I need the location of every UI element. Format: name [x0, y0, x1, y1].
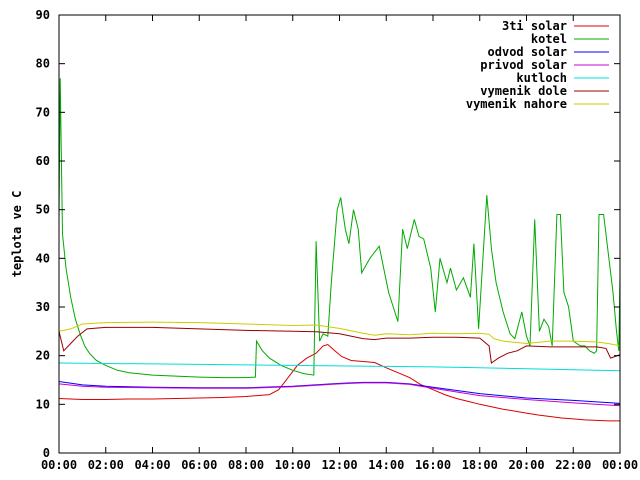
x-tick-label: 16:00 [415, 458, 451, 472]
x-tick-label: 00:00 [41, 458, 77, 472]
x-tick-label: 12:00 [321, 458, 357, 472]
y-tick-label: 20 [36, 349, 50, 363]
series-line-kotel [59, 78, 620, 379]
y-tick-label: 90 [36, 8, 50, 22]
legend-label: odvod solar [488, 45, 567, 59]
legend-label: kotel [531, 32, 567, 46]
legend-label: vymenik dole [480, 84, 567, 98]
legend-label: kutloch [516, 71, 567, 85]
legend-label: 3ti solar [502, 19, 567, 33]
x-tick-label: 20:00 [508, 458, 544, 472]
y-tick-label: 30 [36, 300, 50, 314]
y-tick-label: 10 [36, 397, 50, 411]
y-tick-label: 0 [43, 446, 50, 460]
series-line-privod-solar [59, 382, 620, 407]
y-tick-label: 70 [36, 105, 50, 119]
legend-label: vymenik nahore [466, 97, 567, 111]
x-tick-label: 22:00 [555, 458, 591, 472]
axis-ticks: 0 10 20 30 40 50 60 70 80 90 00:00 02:00 04:00 06:00 0… [36, 8, 639, 472]
series-line-3ti-solar [59, 343, 620, 422]
y-tick-label: 40 [36, 251, 50, 265]
series-lines [59, 78, 620, 422]
series-line-vymenik-dole [59, 326, 620, 364]
x-tick-label: 10:00 [275, 458, 311, 472]
x-tick-label: 08:00 [228, 458, 264, 472]
x-tick-label: 14:00 [368, 458, 404, 472]
y-axis-label: teplota ve C [10, 191, 24, 278]
x-tick-label: 00:00 [602, 458, 638, 472]
y-tick-label: 60 [36, 154, 50, 168]
y-tick-label: 50 [36, 203, 50, 217]
x-tick-label: 18:00 [462, 458, 498, 472]
series-line-vymenik-nahore [59, 321, 620, 347]
x-tick-label: 06:00 [181, 458, 217, 472]
legend-label: privod solar [480, 58, 567, 72]
x-tick-label: 04:00 [134, 458, 170, 472]
series-line-kutloch [59, 362, 620, 372]
x-tick-label: 02:00 [88, 458, 124, 472]
y-tick-label: 80 [36, 57, 50, 71]
